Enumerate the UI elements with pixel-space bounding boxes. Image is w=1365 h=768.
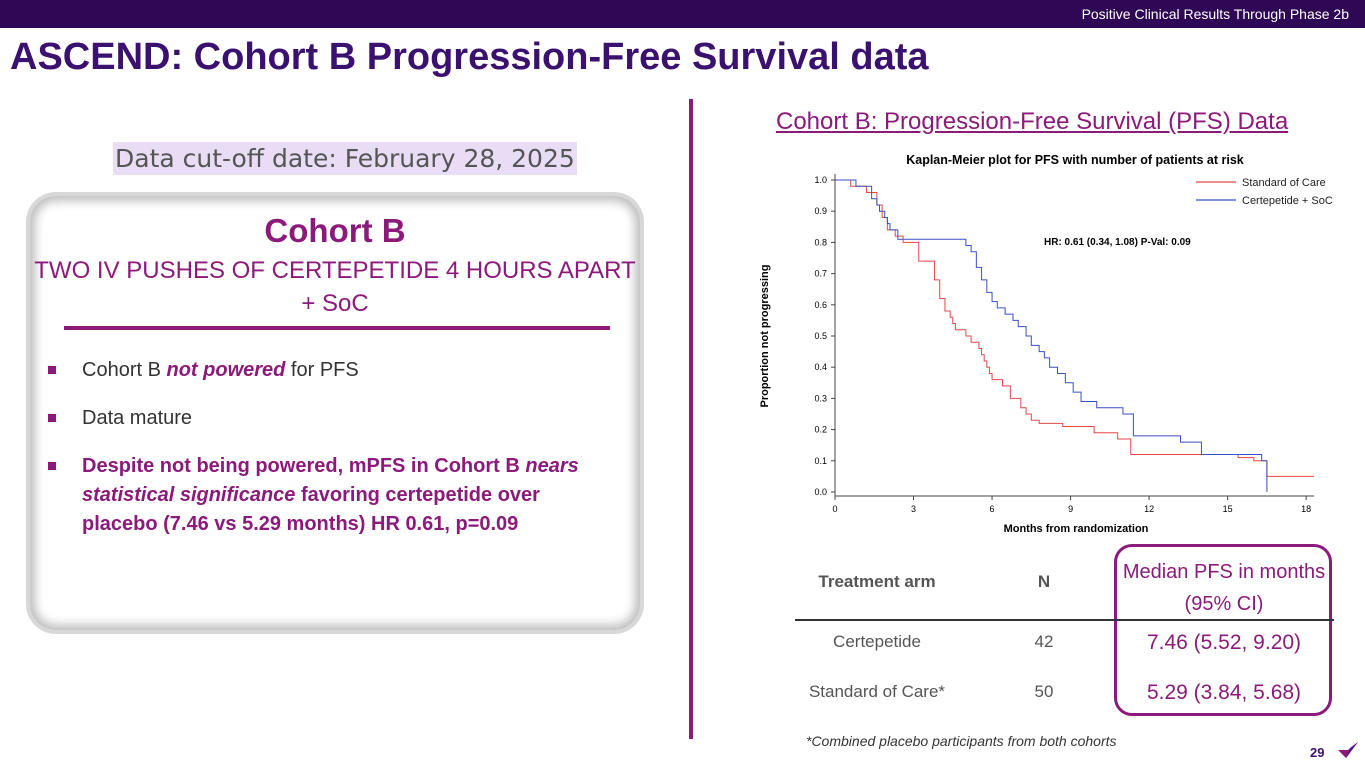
bullet-item: Despite not being powered, mPFS in Cohor… [44, 452, 604, 539]
median-highlight-box [1114, 544, 1332, 716]
y-tick-label: 0.3 [814, 393, 827, 403]
table-cell-arm: Certepetide [833, 632, 921, 651]
y-tick-label: 0.7 [814, 269, 827, 279]
x-tick-label: 12 [1144, 504, 1154, 514]
table-cell-arm: Standard of Care* [808, 682, 946, 701]
x-tick-label: 9 [1068, 504, 1073, 514]
table-header-rule [795, 619, 1334, 621]
hr-annotation: HR: 0.61 (0.34, 1.08) P-Val: 0.09 [1044, 237, 1191, 248]
bullet-list: Cohort B not powered for PFS Data mature… [44, 356, 604, 558]
y-tick-label: 0.1 [814, 456, 827, 466]
card-divider [64, 326, 610, 330]
series-line-certepetide [835, 179, 1268, 492]
legend-label-cert: Certepetide + SoC [1242, 195, 1333, 207]
bullet-square-icon [48, 462, 56, 470]
y-tick-label: 0.4 [814, 362, 827, 372]
y-tick-label: 0.2 [814, 425, 827, 435]
emphasis-text: nears statistical significance [82, 455, 579, 506]
vertical-divider [689, 99, 693, 739]
top-banner: Positive Clinical Results Through Phase … [0, 0, 1365, 28]
table-header-arm: Treatment arm [818, 572, 936, 591]
bullet-square-icon [48, 414, 56, 422]
footnote: *Combined placebo participants from both… [806, 733, 1117, 749]
series-line-standard-of-care [835, 179, 1314, 477]
emphasis-text: not powered [166, 359, 286, 381]
y-tick-label: 0.9 [814, 206, 827, 216]
y-tick-label: 1.0 [814, 175, 827, 185]
bullet-square-icon [48, 366, 56, 374]
table-cell-median: 5.29 (3.84, 5.68) [1146, 681, 1302, 704]
legend: Standard of Care Certepetide + SoC [1196, 177, 1333, 207]
y-axis-label: Proportion not progressing [759, 265, 771, 408]
y-tick-label: 0.6 [814, 300, 827, 310]
table-cell-median: 7.46 (5.52, 9.20) [1146, 631, 1302, 654]
table-cell-n: 50 [1034, 682, 1054, 701]
axes: 0.0 0.1 0.2 0.3 0.4 0.5 0.6 0.7 0.8 0.9 1.0 0 3 6 9 12 1… [814, 174, 1314, 514]
company-logo-icon [1338, 742, 1358, 758]
data-cutoff-label: Data cut-off date: February 28, 2025 [113, 142, 577, 175]
y-tick-label: 0.0 [814, 487, 827, 497]
chart-heading: Cohort B: Progression-Free Survival (PFS… [776, 108, 1289, 135]
bullet-item: Cohort B not powered for PFS [44, 356, 604, 385]
series-lines [835, 179, 1314, 492]
card-title: Cohort B [264, 212, 406, 249]
cohort-b-card: Cohort B TWO IV PUSHES OF CERTEPETIDE 4 … [30, 196, 640, 630]
x-tick-label: 6 [990, 504, 995, 514]
y-tick-label: 0.5 [814, 331, 827, 341]
legend-label-soc: Standard of Care [1242, 177, 1326, 189]
page-title: ASCEND: Cohort B Progression-Free Surviv… [10, 36, 929, 78]
km-chart: Kaplan-Meier plot for PFS with number of… [759, 153, 1333, 535]
table-cell-n: 42 [1034, 632, 1054, 651]
x-axis-label: Months from randomization [1004, 523, 1149, 535]
x-tick-label: 3 [911, 504, 916, 514]
table-header-n: N [1037, 572, 1051, 591]
card-subtitle: TWO IV PUSHES OF CERTEPETIDE 4 HOURS APA… [34, 257, 636, 317]
table-header-median: Median PFS in months (95% CI) [1122, 561, 1326, 615]
banner-text: Positive Clinical Results Through Phase … [1081, 6, 1349, 22]
x-tick-label: 15 [1223, 504, 1233, 514]
page-number: 29 [1310, 745, 1325, 760]
chart-title: Kaplan-Meier plot for PFS with number of… [906, 153, 1244, 167]
x-tick-label: 0 [832, 504, 837, 514]
bullet-item: Data mature [44, 404, 604, 433]
x-tick-label: 18 [1301, 504, 1311, 514]
y-tick-label: 0.8 [814, 237, 827, 247]
